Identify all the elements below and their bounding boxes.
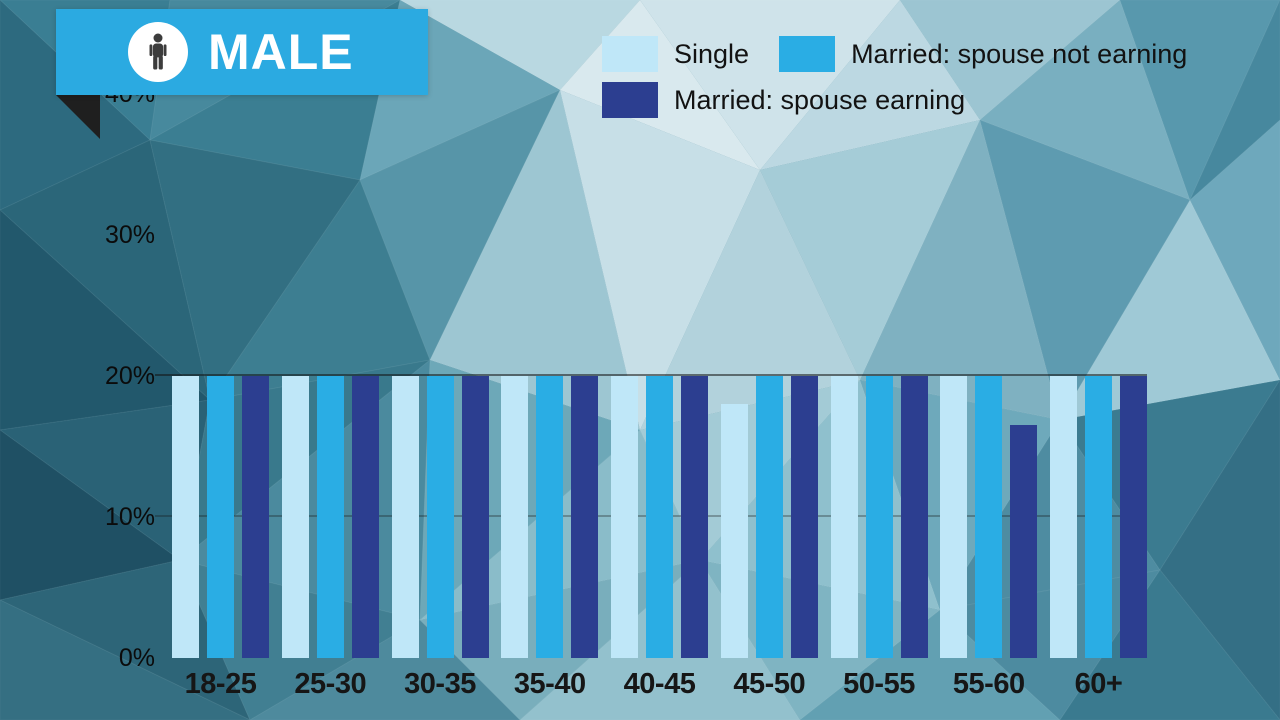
header-badge: MALE bbox=[56, 9, 428, 95]
bar bbox=[316, 376, 344, 658]
bar bbox=[571, 376, 599, 658]
bar-group-25-30 bbox=[281, 376, 379, 658]
bar bbox=[242, 376, 269, 658]
bar bbox=[940, 376, 968, 658]
bar bbox=[681, 376, 708, 658]
bar bbox=[501, 376, 529, 658]
y-tick-label: 30% bbox=[104, 221, 155, 249]
gridline-20pct bbox=[155, 374, 1147, 376]
legend-swatch bbox=[779, 36, 836, 72]
legend-row: Married: spouse earning bbox=[602, 82, 1187, 118]
x-tick-label: 35-40 bbox=[513, 668, 586, 700]
y-axis: 0%10%20%30%40% bbox=[40, 80, 155, 672]
bar bbox=[1120, 376, 1147, 658]
bar bbox=[172, 376, 199, 658]
bar bbox=[391, 376, 419, 658]
bar bbox=[720, 404, 748, 658]
plot-area bbox=[155, 94, 1147, 658]
bar bbox=[900, 376, 928, 658]
bar bbox=[351, 376, 379, 658]
x-tick-label: 25-30 bbox=[294, 668, 367, 700]
bar-group-50-55 bbox=[830, 376, 928, 658]
x-tick-label: 50-55 bbox=[843, 668, 915, 700]
legend-label: Single bbox=[674, 38, 750, 69]
y-tick-label: 20% bbox=[104, 362, 155, 390]
legend-item-married-spouse-earning: Married: spouse earning bbox=[602, 82, 965, 118]
x-tick-label: 18-25 bbox=[184, 668, 257, 700]
y-tick-label: 10% bbox=[104, 503, 155, 531]
bar bbox=[426, 376, 454, 658]
x-tick-label: 45-50 bbox=[733, 668, 806, 700]
bar bbox=[1010, 425, 1038, 658]
x-tick-label: 55-60 bbox=[952, 668, 1025, 700]
bar-group-55-60 bbox=[940, 376, 1038, 658]
bar-group-40-45 bbox=[611, 376, 708, 658]
legend-label: Married: spouse earning bbox=[674, 84, 966, 115]
y-tick-label: 0% bbox=[118, 644, 155, 672]
bar bbox=[536, 376, 564, 658]
bar bbox=[461, 376, 489, 658]
bar bbox=[207, 376, 234, 658]
legend-label: Married: spouse not earning bbox=[851, 38, 1188, 69]
legend-swatch bbox=[602, 36, 658, 72]
page-title: MALE bbox=[208, 24, 354, 80]
bar-group-30-35 bbox=[391, 376, 489, 658]
x-axis: 18-25 25-30 30-35 35-40 40-45 45-50 50-55 55-60… bbox=[172, 668, 1147, 701]
bar bbox=[1050, 376, 1077, 658]
legend: Single Married: spouse not earning Marri… bbox=[602, 36, 1187, 118]
header-icon-circle bbox=[128, 22, 188, 82]
bar-group-60+ bbox=[1050, 376, 1147, 658]
legend-row: Single Married: spouse not earning bbox=[602, 36, 1187, 72]
bar-groups bbox=[172, 94, 1147, 658]
bar bbox=[790, 376, 818, 658]
bar bbox=[865, 376, 893, 658]
bar bbox=[646, 376, 673, 658]
legend-swatch bbox=[602, 82, 658, 118]
bar bbox=[755, 376, 783, 658]
bar-group-18-25 bbox=[172, 376, 269, 658]
bar-group-35-40 bbox=[501, 376, 599, 658]
x-tick-label: 60+ bbox=[1074, 668, 1123, 700]
bar bbox=[1085, 376, 1112, 658]
bar bbox=[611, 376, 638, 658]
x-tick-label: 30-35 bbox=[404, 668, 476, 700]
x-tick-label: 40-45 bbox=[623, 668, 696, 700]
male-pictogram-icon bbox=[149, 33, 167, 70]
bar bbox=[281, 376, 309, 658]
bar bbox=[830, 376, 858, 658]
bar-group-45-50 bbox=[720, 376, 818, 658]
legend-item-married-spouse-not-earning: Married: spouse not earning bbox=[779, 36, 1187, 72]
legend-item-single: Single bbox=[602, 36, 749, 72]
bar bbox=[975, 376, 1003, 658]
